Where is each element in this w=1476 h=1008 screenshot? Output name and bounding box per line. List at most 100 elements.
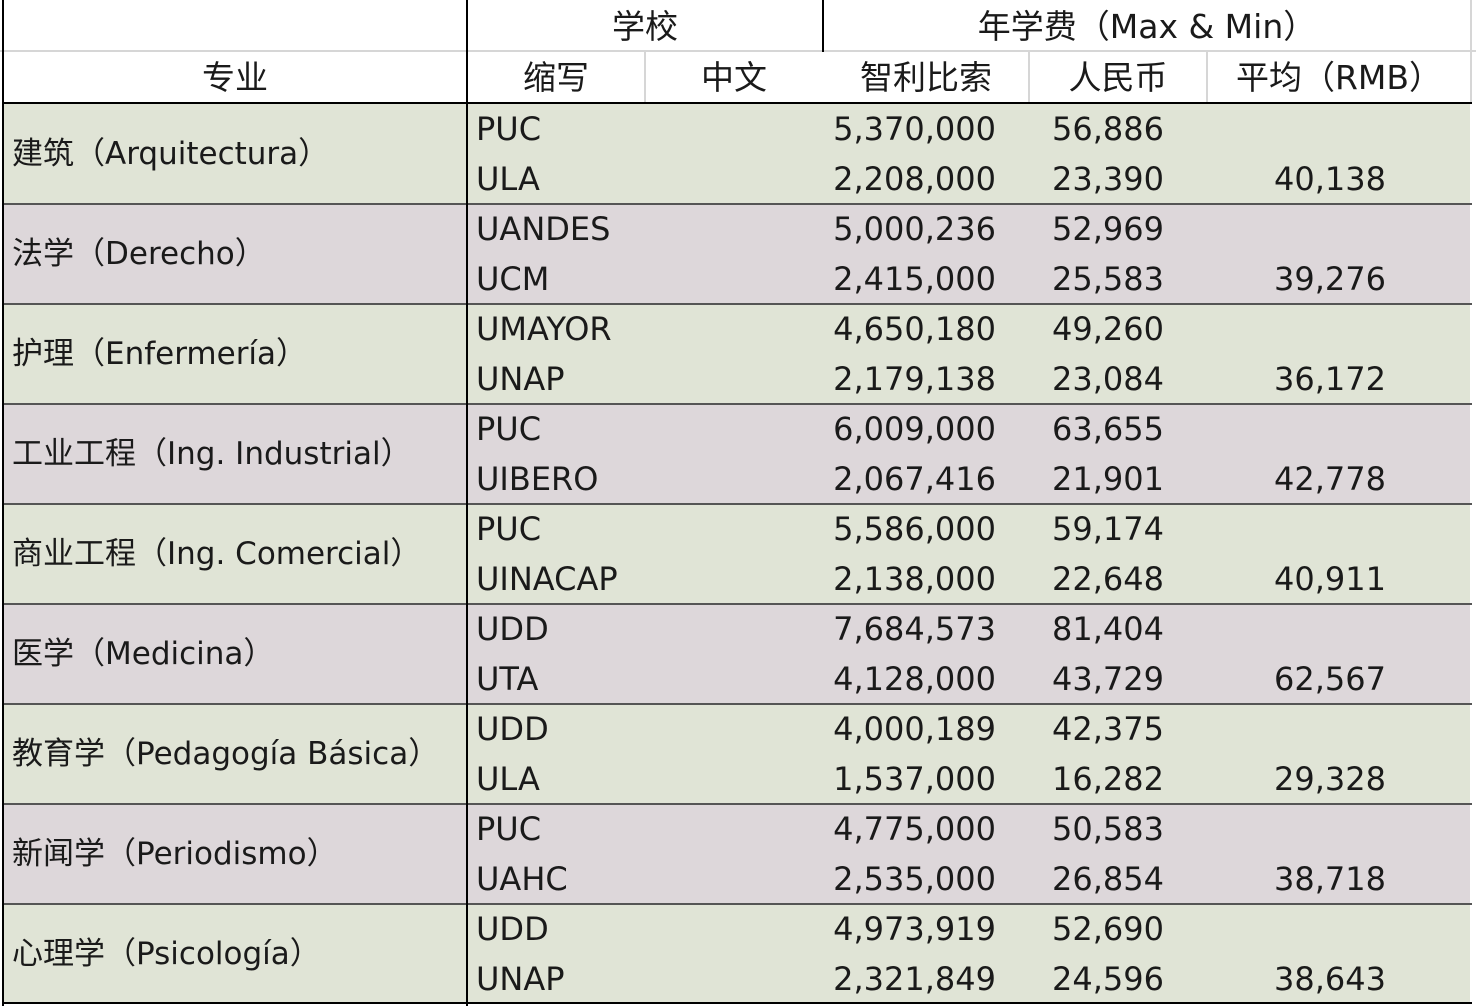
school-abbr-cell: UIBERO [476, 460, 599, 498]
rmb-fee-cell: 22,648 [1052, 560, 1164, 598]
header-gridline [1470, 0, 1472, 102]
rmb-fee-cell: 56,886 [1052, 110, 1164, 148]
school-abbr-cell: PUC [476, 410, 542, 448]
major-cell: 教育学（Pedagogía Básica） [12, 735, 440, 772]
major-cell: 心理学（Psicología） [12, 935, 321, 972]
major-cell: 工业工程（Ing. Industrial） [12, 435, 412, 472]
table-row [4, 604, 1470, 704]
major-cell: 医学（Medicina） [12, 635, 275, 672]
row-divider [2, 603, 1472, 605]
row-divider [2, 803, 1472, 805]
table-row [4, 904, 1470, 1004]
rmb-fee-cell: 81,404 [1052, 610, 1164, 648]
rmb-fee-cell: 59,174 [1052, 510, 1164, 548]
school-abbr-cell: PUC [476, 110, 542, 148]
school-abbr-cell: UINACAP [476, 560, 618, 598]
major-cell: 护理（Enfermería） [12, 335, 308, 372]
average-rmb-cell: 38,718 [1274, 860, 1386, 898]
average-rmb-cell: 29,328 [1274, 760, 1386, 798]
rmb-fee-cell: 23,084 [1052, 360, 1164, 398]
school-abbr-cell: PUC [476, 510, 542, 548]
school-abbr-cell: PUC [476, 810, 542, 848]
clp-fee-cell: 2,138,000 [833, 560, 996, 598]
clp-fee-cell: 2,067,416 [833, 460, 996, 498]
table-row [4, 204, 1470, 304]
clp-fee-cell: 2,321,849 [833, 960, 996, 998]
rmb-fee-cell: 50,583 [1052, 810, 1164, 848]
rmb-fee-cell: 26,854 [1052, 860, 1164, 898]
clp-fee-cell: 7,684,573 [833, 610, 996, 648]
header-avg: 平均（RMB） [1235, 57, 1443, 97]
header-chinese: 中文 [701, 57, 767, 97]
clp-fee-cell: 5,370,000 [833, 110, 996, 148]
rmb-fee-cell: 42,375 [1052, 710, 1164, 748]
clp-fee-cell: 6,009,000 [833, 410, 996, 448]
rmb-fee-cell: 63,655 [1052, 410, 1164, 448]
column-divider [822, 0, 824, 52]
school-abbr-cell: UCM [476, 260, 550, 298]
rmb-fee-cell: 43,729 [1052, 660, 1164, 698]
clp-fee-cell: 5,000,236 [833, 210, 996, 248]
school-abbr-cell: ULA [476, 760, 540, 798]
table-bottom-rule [2, 1002, 1472, 1004]
school-abbr-cell: UMAYOR [476, 310, 612, 348]
header-bottom-rule [2, 102, 1472, 104]
header-gridline [644, 52, 646, 102]
header-rmb: 人民币 [1068, 57, 1168, 97]
rmb-fee-cell: 16,282 [1052, 760, 1164, 798]
clp-fee-cell: 4,650,180 [833, 310, 996, 348]
school-abbr-cell: UNAP [476, 360, 565, 398]
header-school-group: 学校 [612, 6, 678, 46]
school-abbr-cell: UTA [476, 660, 539, 698]
table-border-left [2, 0, 4, 1006]
school-abbr-cell: UDD [476, 610, 549, 648]
school-abbr-cell: UDD [476, 710, 549, 748]
table-row [4, 104, 1470, 204]
average-rmb-cell: 38,643 [1274, 960, 1386, 998]
table-row [4, 404, 1470, 504]
major-cell: 建筑（Arquitectura） [12, 135, 330, 172]
average-rmb-cell: 36,172 [1274, 360, 1386, 398]
school-abbr-cell: UNAP [476, 960, 565, 998]
clp-fee-cell: 2,535,000 [833, 860, 996, 898]
clp-fee-cell: 4,128,000 [833, 660, 996, 698]
clp-fee-cell: 4,000,189 [833, 710, 996, 748]
header-clp: 智利比索 [860, 57, 992, 97]
major-cell: 商业工程（Ing. Comercial） [12, 535, 422, 572]
rmb-fee-cell: 52,690 [1052, 910, 1164, 948]
rmb-fee-cell: 49,260 [1052, 310, 1164, 348]
rmb-fee-cell: 52,969 [1052, 210, 1164, 248]
average-rmb-cell: 40,138 [1274, 160, 1386, 198]
row-divider [2, 703, 1472, 705]
school-abbr-cell: UAHC [476, 860, 568, 898]
school-abbr-cell: UANDES [476, 210, 611, 248]
header-gridline [0, 50, 1476, 52]
row-divider [2, 203, 1472, 205]
clp-fee-cell: 2,179,138 [833, 360, 996, 398]
row-divider [2, 403, 1472, 405]
rmb-fee-cell: 25,583 [1052, 260, 1164, 298]
major-cell: 新闻学（Periodismo） [12, 835, 338, 872]
average-rmb-cell: 39,276 [1274, 260, 1386, 298]
table-row [4, 304, 1470, 404]
clp-fee-cell: 4,973,919 [833, 910, 996, 948]
average-rmb-cell: 40,911 [1274, 560, 1386, 598]
header-abbr: 缩写 [523, 57, 589, 97]
header-fee-group: 年学费（Max & Min） [977, 6, 1317, 46]
table-row [4, 704, 1470, 804]
table-row [4, 504, 1470, 604]
average-rmb-cell: 62,567 [1274, 660, 1386, 698]
clp-fee-cell: 2,415,000 [833, 260, 996, 298]
column-divider [466, 0, 468, 1006]
row-divider [2, 303, 1472, 305]
average-rmb-cell: 42,778 [1274, 460, 1386, 498]
table-row [4, 804, 1470, 904]
rmb-fee-cell: 21,901 [1052, 460, 1164, 498]
row-divider [2, 903, 1472, 905]
clp-fee-cell: 2,208,000 [833, 160, 996, 198]
school-abbr-cell: UDD [476, 910, 549, 948]
clp-fee-cell: 4,775,000 [833, 810, 996, 848]
row-divider [2, 503, 1472, 505]
rmb-fee-cell: 23,390 [1052, 160, 1164, 198]
